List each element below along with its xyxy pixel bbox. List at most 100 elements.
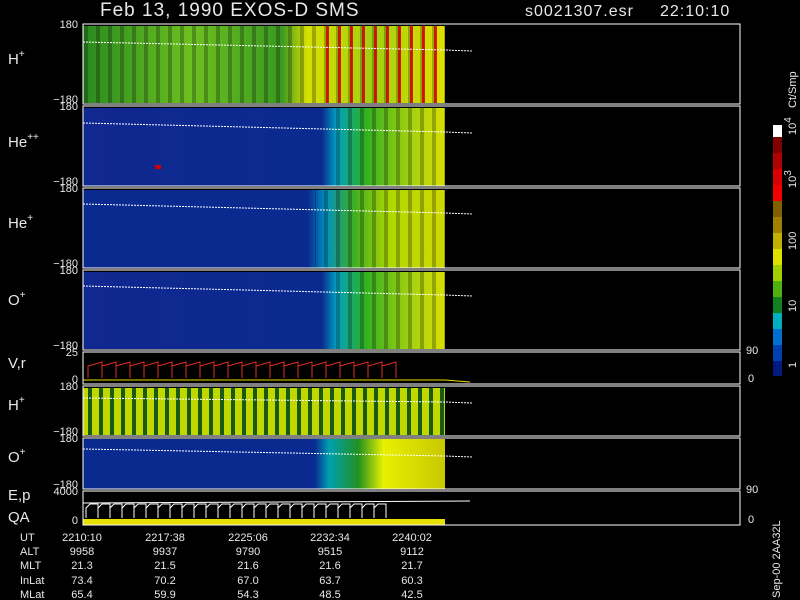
spectrogram (83, 439, 445, 489)
colorbar (773, 125, 782, 376)
footer-cell: 70.2 (154, 575, 175, 587)
footer-cell: 21.6 (237, 560, 258, 572)
footer-cell: 21.7 (401, 560, 422, 572)
footer-cell: 2240:02 (392, 532, 432, 544)
y-tick-label: 0 (72, 515, 78, 527)
panel-species: E,p (8, 487, 31, 504)
colorbar-step (773, 281, 782, 297)
spectrogram-texture (83, 388, 445, 435)
colorbar-label: 104 (783, 117, 799, 135)
y2-tick-label: 0 (748, 373, 754, 385)
labels: H+180−180He++180−180He+180−180O+180−180V… (8, 19, 799, 600)
panel-label: QA (8, 509, 30, 526)
panel-species: He (8, 215, 27, 232)
y2-tick-label: 90 (746, 484, 758, 496)
colorbar-exponent: 4 (783, 117, 794, 123)
footer-cell: 42.5 (401, 589, 422, 600)
footer-cell: 9515 (318, 546, 342, 558)
traces (82, 41, 473, 518)
panel-frame (82, 490, 741, 526)
panel-frame (82, 437, 741, 490)
footer-row-label: UT (20, 532, 35, 544)
y2-tick-label: 90 (746, 345, 758, 357)
footer-cell: 48.5 (319, 589, 340, 600)
y-tick-label: 0 (72, 374, 78, 386)
panel-species: O (8, 449, 20, 466)
y-tick-label: 25 (66, 347, 78, 359)
panel-species: V,r (8, 355, 26, 372)
colorbar-step (773, 217, 782, 233)
footer-cell: 2210:10 (62, 532, 102, 544)
panel-species: He (8, 134, 27, 151)
spectrogram-texture (330, 108, 445, 186)
y2-tick-label: 0 (748, 514, 754, 526)
trace (82, 285, 473, 297)
panel-charge: + (19, 49, 25, 60)
spectrogram-texture (315, 190, 445, 268)
colorbar-step (773, 313, 782, 329)
footer-cell: 67.0 (237, 575, 258, 587)
spectrograms (83, 26, 445, 525)
footer-cell: 9958 (70, 546, 94, 558)
panel-charge: + (20, 290, 26, 301)
colorbar-base: 100 (787, 232, 799, 250)
footer-cell: 59.9 (154, 589, 175, 600)
colorbar-step (773, 249, 782, 265)
panel-frame (82, 351, 741, 385)
footer-row-label: InLat (20, 575, 44, 587)
colorbar-step (773, 153, 782, 169)
footer-cell: 21.3 (71, 560, 92, 572)
panel-frame (82, 269, 741, 351)
panel-label: H+ (8, 49, 25, 68)
y-tick-label: −180 (53, 176, 78, 188)
side-note: Sep-00 2AA32L (771, 520, 783, 598)
panel-label: O+ (8, 447, 26, 466)
colorbar-step (773, 265, 782, 281)
colorbar-step (773, 233, 782, 249)
trace (82, 41, 473, 52)
footer-cell: 21.6 (319, 560, 340, 572)
panel-frame (82, 187, 741, 269)
energy-level (82, 500, 471, 504)
panel-charge: + (20, 447, 26, 458)
velocity-baseline (83, 379, 471, 383)
panel-charge: ++ (27, 132, 39, 143)
trace (82, 122, 473, 134)
colorbar-label: 1 (787, 362, 799, 368)
footer-cell: 73.4 (71, 575, 92, 587)
y-tick-label: 180 (60, 265, 78, 277)
panel-label: O+ (8, 290, 26, 309)
spectrogram-texture (330, 272, 445, 349)
footer-cell: 9112 (400, 546, 424, 558)
colorbar-step (773, 201, 782, 217)
panel-label: E,p (8, 487, 31, 504)
spectrogram-spot (155, 165, 161, 169)
colorbar-step (773, 345, 782, 361)
panel-charge: + (19, 395, 25, 406)
y-tick-label: 180 (60, 101, 78, 113)
colorbar-label: 103 (783, 170, 799, 188)
panel-frame (82, 23, 741, 105)
panel-frame (82, 385, 741, 437)
footer-cell: 63.7 (319, 575, 340, 587)
file-name: s0021307.esr (525, 3, 634, 20)
trace (82, 448, 473, 458)
title: Feb 13, 1990 EXOS-D SMS (100, 0, 360, 21)
footer-cell: 2232:34 (310, 532, 350, 544)
energy-trace (85, 503, 387, 518)
y-tick-label: 180 (60, 183, 78, 195)
colorbar-step (773, 125, 782, 137)
velocity-trace (87, 361, 397, 378)
colorbar-exponent: 3 (783, 170, 794, 176)
y-tick-label: 4000 (54, 486, 78, 498)
footer-cell: 9937 (153, 546, 177, 558)
y-tick-label: −180 (53, 426, 78, 438)
panel-charge: + (27, 213, 33, 224)
footer-cell: 9790 (236, 546, 260, 558)
panel-label: H+ (8, 395, 25, 414)
colorbar-label: 10 (787, 300, 799, 312)
colorbar-step (773, 137, 782, 153)
panel-label: He+ (8, 213, 33, 232)
y-tick-label: 180 (60, 19, 78, 31)
